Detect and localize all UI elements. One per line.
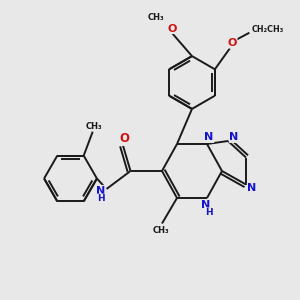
Text: O: O (228, 38, 237, 48)
Text: O: O (168, 23, 177, 34)
Text: O: O (119, 132, 130, 146)
Text: N: N (230, 132, 238, 142)
Text: N: N (201, 200, 210, 210)
Text: CH₂CH₃: CH₂CH₃ (251, 25, 284, 34)
Text: N: N (97, 185, 106, 196)
Text: CH₃: CH₃ (86, 122, 103, 131)
Text: N: N (205, 132, 214, 142)
Text: CH₃: CH₃ (152, 226, 169, 235)
Text: H: H (97, 194, 105, 203)
Text: H: H (205, 208, 212, 217)
Text: N: N (248, 183, 256, 193)
Text: CH₃: CH₃ (148, 13, 164, 22)
